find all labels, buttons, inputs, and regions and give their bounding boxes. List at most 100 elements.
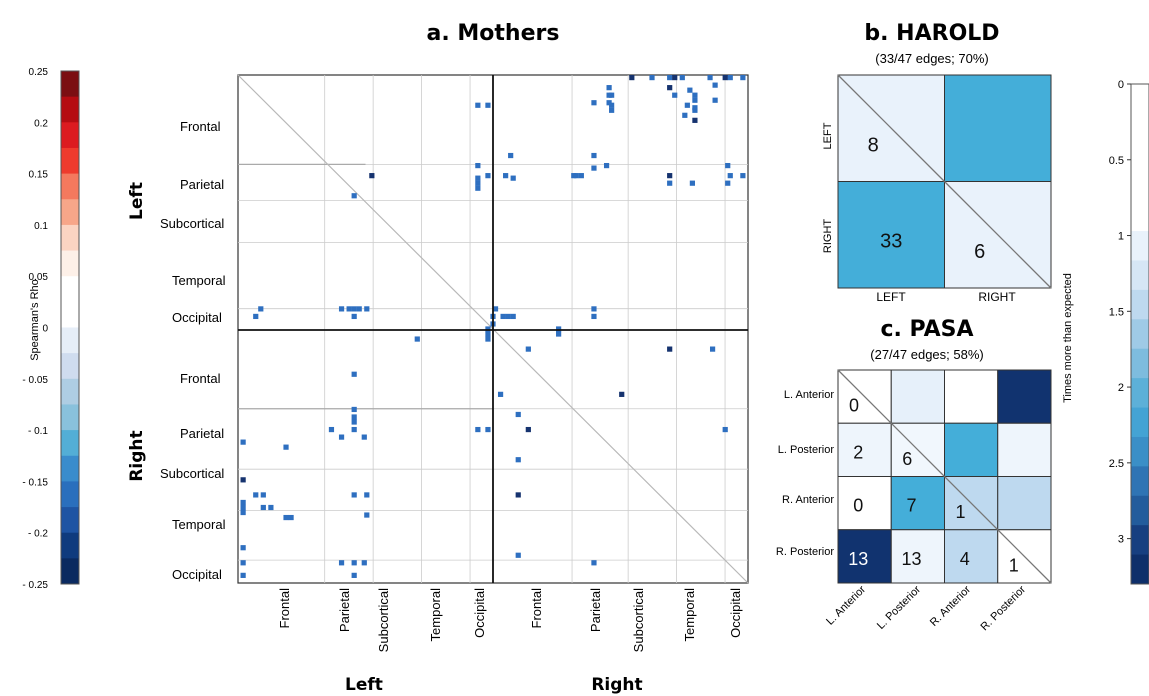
expected-colorbar-ticks: 0 0.5 1 1.5 2 2.5 3 (1109, 79, 1131, 546)
harold-matrix: 8 33 6 (837, 74, 1052, 289)
mothers-edge-cell (591, 560, 597, 566)
mothers-edge-cell (369, 173, 375, 179)
expected-colorbar-band (1131, 113, 1149, 144)
pasa-diagonal (837, 369, 1052, 584)
mothers-edge-cell (283, 514, 289, 521)
mothers-edge-cell (351, 414, 357, 420)
row-label-right-temporal: Temporal (172, 517, 226, 532)
spearman-colorbar-ticks: 0.25 0.2 0.15 0.1 0.05 0 - 0.05 - 0.1 - 0.15 - 0.… (22, 67, 48, 591)
spearman-colorbar-band (61, 507, 79, 534)
mothers-edge-cell (338, 306, 345, 312)
pasa-cell-label: 2 (853, 442, 863, 462)
mothers-edge-cell (573, 173, 579, 179)
mothers-edge-cell (609, 107, 615, 113)
pasa-cell (997, 369, 1052, 424)
harold-cell-diagonal (944, 181, 1052, 289)
col-label-right-subcortical: Subcortical (631, 588, 646, 652)
pasa-cell (837, 422, 892, 477)
harold-row-label-right: RIGHT (822, 219, 834, 254)
expected-colorbar-band (1131, 525, 1149, 555)
row-label-left-temporal: Temporal (172, 273, 226, 288)
mothers-matrix (237, 74, 749, 584)
mothers-edge-cell (351, 492, 357, 498)
expected-colorbar-band (1131, 231, 1149, 261)
expected-colorbar-band (1131, 495, 1149, 526)
expected-colorbar-tick: 2.5 (1109, 458, 1124, 470)
mothers-edge-cell (240, 439, 246, 445)
pasa-cell (944, 529, 999, 584)
mothers-edge-cell (672, 92, 678, 98)
pasa-cell-label: 0 (849, 396, 859, 416)
expected-colorbar-band (1131, 554, 1149, 585)
mothers-edge-cell (497, 391, 504, 397)
spearman-colorbar-frame (60, 70, 80, 585)
pasa-cell-label: 4 (960, 549, 970, 569)
spearman-colorbar-band (61, 276, 79, 303)
mothers-edge-cell (692, 117, 698, 123)
mothers-edge-cell (351, 406, 357, 413)
row-label-left-parietal: Parietal (180, 177, 224, 192)
mothers-edge-cell (240, 499, 246, 506)
expected-colorbar-band (1131, 466, 1149, 497)
mothers-edge-cell (606, 85, 612, 91)
mothers-edge-cell (709, 346, 716, 352)
expected-colorbar-band (1131, 172, 1149, 203)
expected-colorbar-band (1131, 142, 1149, 173)
mothers-edge-cell (515, 552, 521, 558)
mothers-edge-cell (346, 306, 352, 312)
mothers-edge-cell (510, 313, 516, 320)
harold-col-label-left: LEFT (876, 290, 906, 304)
mothers-edge-cell (351, 371, 357, 377)
mothers-edge-cell (356, 306, 362, 312)
expected-colorbar-band (1131, 289, 1149, 320)
spearman-colorbar-band (61, 532, 79, 559)
mothers-edge-cell (351, 572, 357, 578)
spearman-colorbar-band (61, 301, 79, 328)
spearman-colorbar-band (61, 327, 79, 354)
pasa-cell-label: 7 (906, 496, 916, 516)
mothers-edge-cell (591, 100, 597, 106)
spearman-colorbar-tick: 0.2 (34, 118, 48, 129)
mothers-edge-cell (508, 152, 514, 159)
mothers-edge-cell (591, 313, 597, 320)
mothers-edge-cell (240, 572, 246, 578)
panel-c-subtitle: (27/47 edges; 58%) (870, 347, 983, 362)
mothers-edge-cell (692, 92, 698, 98)
mothers-edge-cell (485, 173, 491, 179)
mothers-edge-cell (667, 173, 673, 179)
mothers-edge-cell (364, 306, 370, 312)
row-label-left-occipital: Occipital (172, 310, 222, 325)
mothers-edge-cell (609, 102, 615, 108)
mothers-edge-cell (475, 175, 481, 181)
spearman-colorbar-tick: 0.1 (34, 221, 48, 232)
pasa-cell-label: 1 (955, 502, 965, 522)
panel-a-col-labels: Frontal Parietal Subcortical Temporal Oc… (277, 588, 743, 652)
mothers-edge-cell (591, 152, 597, 159)
mothers-edge-cell (556, 326, 562, 332)
pasa-cell-label: 13 (901, 549, 921, 569)
expected-colorbar-frame (1130, 83, 1149, 585)
mothers-edge-cell (475, 162, 481, 169)
expected-colorbar-band (1131, 260, 1149, 291)
col-label-right-temporal: Temporal (682, 588, 697, 642)
mothers-edge-cell (505, 313, 511, 320)
mothers-edge-cell (707, 75, 713, 81)
mothers-edge-cell (414, 336, 420, 342)
panel-a-col-group-right: Right (591, 675, 642, 695)
pasa-cell (944, 422, 999, 477)
mothers-edge-cell (240, 477, 246, 483)
row-label-left-subcortical: Subcortical (160, 216, 224, 231)
mothers-edge-cell (510, 175, 516, 181)
panel-a-row-labels: Frontal Parietal Subcortical Temporal Oc… (160, 119, 226, 582)
mothers-edge-cell (258, 306, 264, 312)
harold-cell-label: 6 (974, 241, 985, 263)
spearman-colorbar-band (61, 147, 79, 174)
mothers-edge-cell (712, 97, 718, 103)
col-label-left-occipital: Occipital (472, 588, 487, 638)
pasa-cell (944, 369, 999, 424)
col-label-left-parietal: Parietal (337, 588, 352, 632)
spearman-colorbar-tick: 0.15 (29, 170, 49, 181)
mothers-edge-cell (556, 331, 562, 337)
pasa-row-label-r-posterior: R. Posterior (776, 546, 834, 558)
expected-colorbar-band (1131, 84, 1149, 114)
